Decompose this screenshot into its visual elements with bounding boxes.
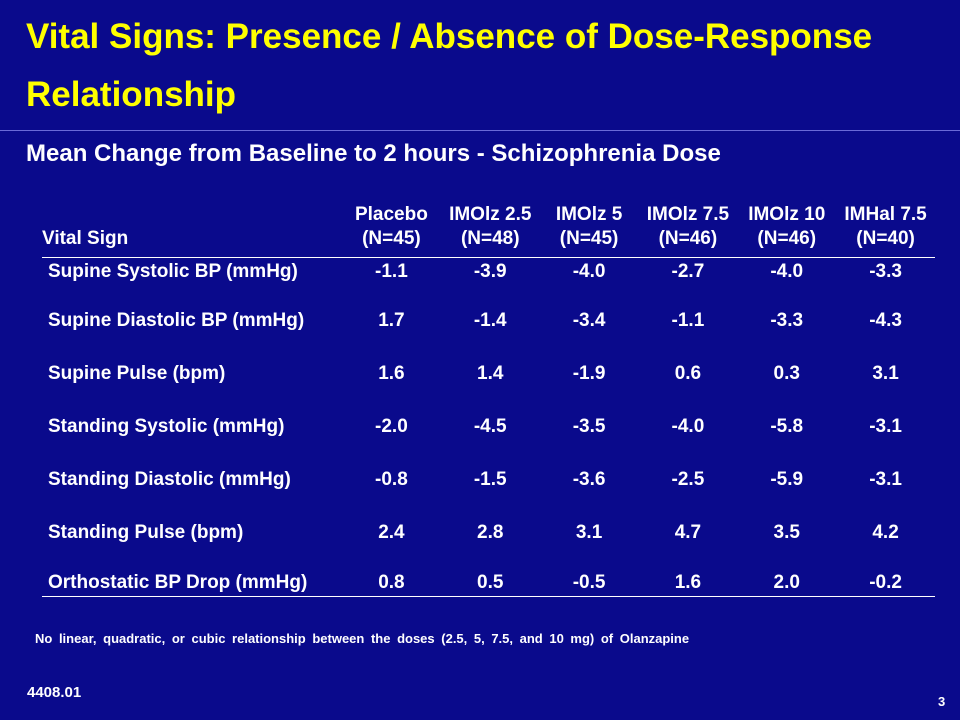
column-n: (N=45) <box>559 228 619 249</box>
table-cell: 2.8 <box>477 521 504 543</box>
column-header-imolz-7-5: IMOlz 7.5 (N=46) <box>638 203 738 258</box>
column-header-imolz-2-5: IMOlz 2.5 (N=48) <box>440 203 540 258</box>
footnote: No linear, quadratic, or cubic relations… <box>35 631 690 646</box>
table-cell: -1.4 <box>473 309 507 331</box>
column-name: Placebo <box>354 204 428 225</box>
table-cell: -4.0 <box>572 261 606 282</box>
table-cell: 1.4 <box>477 362 504 384</box>
table-row: Supine Diastolic BP (mmHg) 1.7 -1.4 -3.4… <box>42 294 935 347</box>
row-label: Standing Diastolic (mmHg) <box>48 468 291 490</box>
column-name: IMOlz 5 <box>555 204 623 225</box>
vital-signs-table: Vital Sign Placebo (N=45) IMOlz 2.5 (N=48)… <box>42 203 935 597</box>
table-cell: 1.6 <box>378 362 405 384</box>
table-cell: -4.5 <box>473 415 507 437</box>
table-cell: 3.1 <box>575 521 603 543</box>
table-cell: -3.6 <box>572 468 606 490</box>
table-cell: -5.9 <box>770 468 804 490</box>
table-row: Orthostatic BP Drop (mmHg) 0.8 0.5 -0.5 … <box>42 559 935 597</box>
table-cell: -1.5 <box>473 468 507 490</box>
column-header-placebo: Placebo (N=45) <box>342 203 441 258</box>
table-cell: -0.5 <box>539 559 639 597</box>
table-row: Standing Systolic (mmHg) -2.0 -4.5 -3.5 … <box>42 400 935 453</box>
table-cell: -3.1 <box>869 415 902 437</box>
title-divider <box>0 130 960 131</box>
table-cell: -1.1 <box>375 261 408 282</box>
table-cell: -3.3 <box>770 309 804 331</box>
table-cell: 0.8 <box>342 559 441 597</box>
table-cell: 1.7 <box>378 309 405 331</box>
table-cell: -1.9 <box>572 362 606 384</box>
table-cell: -4.0 <box>671 415 705 437</box>
table-cell: 0.3 <box>773 362 800 384</box>
page-number: 3 <box>938 694 946 709</box>
table-cell: -0.2 <box>836 559 935 597</box>
table-row: Supine Systolic BP (mmHg) -1.1 -3.9 -4.0… <box>42 258 935 295</box>
table-row: Standing Diastolic (mmHg) -0.8 -1.5 -3.6… <box>42 453 935 506</box>
table-cell: 3.5 <box>773 521 800 543</box>
column-n: (N=46) <box>658 228 718 249</box>
table-cell: 1.6 <box>638 559 738 597</box>
table-cell: -3.4 <box>572 309 606 331</box>
column-n: (N=46) <box>757 228 817 249</box>
column-header-imolz-10: IMOlz 10 (N=46) <box>737 203 837 258</box>
row-label: Standing Pulse (bpm) <box>48 521 244 543</box>
table-cell: 4.7 <box>674 521 702 543</box>
table-cell: -3.1 <box>869 468 902 490</box>
column-header-imolz-5: IMOlz 5 (N=45) <box>539 203 639 258</box>
table-cell: 2.0 <box>737 559 837 597</box>
column-header-vital-sign: Vital Sign <box>42 203 342 258</box>
column-n: (N=40) <box>856 228 915 249</box>
column-n: (N=45) <box>362 228 421 249</box>
table-cell: 2.4 <box>378 521 405 543</box>
column-name: IMOlz 2.5 <box>449 204 532 225</box>
table-row: Supine Pulse (bpm) 1.6 1.4 -1.9 0.6 0.3 … <box>42 347 935 400</box>
table-cell: -2.7 <box>671 261 705 282</box>
table-cell: 4.2 <box>872 521 899 543</box>
table-cell: 3.1 <box>872 362 899 384</box>
table-cell: -1.1 <box>671 309 705 331</box>
table-cell: -5.8 <box>770 415 804 437</box>
column-n: (N=48) <box>460 228 520 249</box>
column-name: IMOlz 7.5 <box>646 204 730 225</box>
table-cell: -0.8 <box>375 468 408 490</box>
table-cell: -2.0 <box>375 415 408 437</box>
row-label: Supine Pulse (bpm) <box>48 362 226 384</box>
table-cell: 0.6 <box>674 362 702 384</box>
table-cell: -3.9 <box>473 261 507 282</box>
table-cell: -4.3 <box>869 309 902 331</box>
table-header-row: Vital Sign Placebo (N=45) IMOlz 2.5 (N=48)… <box>42 203 935 258</box>
table-cell: -4.0 <box>770 261 804 282</box>
row-label: Standing Systolic (mmHg) <box>48 415 285 437</box>
table-row: Standing Pulse (bpm) 2.4 2.8 3.1 4.7 3.5… <box>42 506 935 559</box>
column-name: IMHal 7.5 <box>844 204 927 225</box>
table-cell: 0.5 <box>440 559 540 597</box>
row-label: Supine Diastolic BP (mmHg) <box>48 309 305 331</box>
table-cell: -2.5 <box>671 468 705 490</box>
slide-code: 4408.01 <box>27 684 82 701</box>
column-header-imhal-7-5: IMHal 7.5 (N=40) <box>836 203 935 258</box>
column-name: IMOlz 10 <box>748 204 826 225</box>
slide-subtitle: Mean Change from Baseline to 2 hours - S… <box>26 140 721 167</box>
row-label: Supine Systolic BP (mmHg) <box>48 261 298 282</box>
table-cell: -3.5 <box>572 415 606 437</box>
row-label: Orthostatic BP Drop (mmHg) <box>42 559 342 597</box>
slide-title: Vital Signs: Presence / Absence of Dose-… <box>26 17 873 114</box>
table-cell: -3.3 <box>869 261 902 282</box>
